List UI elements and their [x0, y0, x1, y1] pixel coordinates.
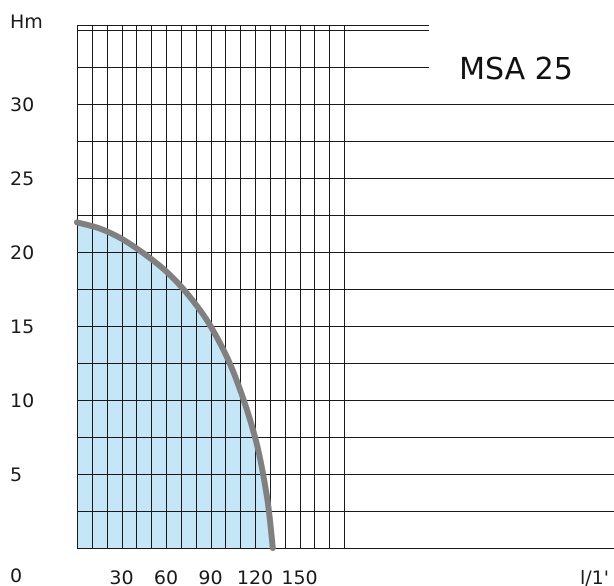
y-tick-label: 30 — [10, 94, 34, 116]
x-tick-label: 90 — [198, 567, 222, 586]
y-tick-labels: 5 10 15 20 25 30 — [10, 94, 34, 486]
x-tick-label: 60 — [154, 567, 178, 586]
series-curve — [74, 219, 276, 551]
curve-layer — [74, 219, 276, 551]
chart-title: MSA 25 — [459, 52, 573, 87]
y-tick-label: 20 — [10, 242, 34, 264]
x-tick-label: 30 — [109, 567, 133, 586]
y-tick-label: 10 — [10, 390, 34, 412]
y-tick-label: 15 — [10, 316, 34, 338]
x-axis-label: l/1' — [580, 567, 609, 586]
x-tick-label: 150 — [281, 567, 317, 586]
y-tick-label: 5 — [10, 464, 22, 486]
title-box — [429, 25, 614, 97]
x-tick-labels: 30 60 90 120 150 — [109, 567, 317, 586]
area-fill-layer — [77, 222, 273, 548]
y-tick-label: 25 — [10, 168, 34, 190]
x-tick-label: 120 — [237, 567, 273, 586]
series-area-fill — [77, 222, 273, 548]
grid-layer — [77, 25, 614, 549]
y-axis-label: Hm — [10, 11, 43, 33]
origin-label: 0 — [10, 565, 22, 586]
